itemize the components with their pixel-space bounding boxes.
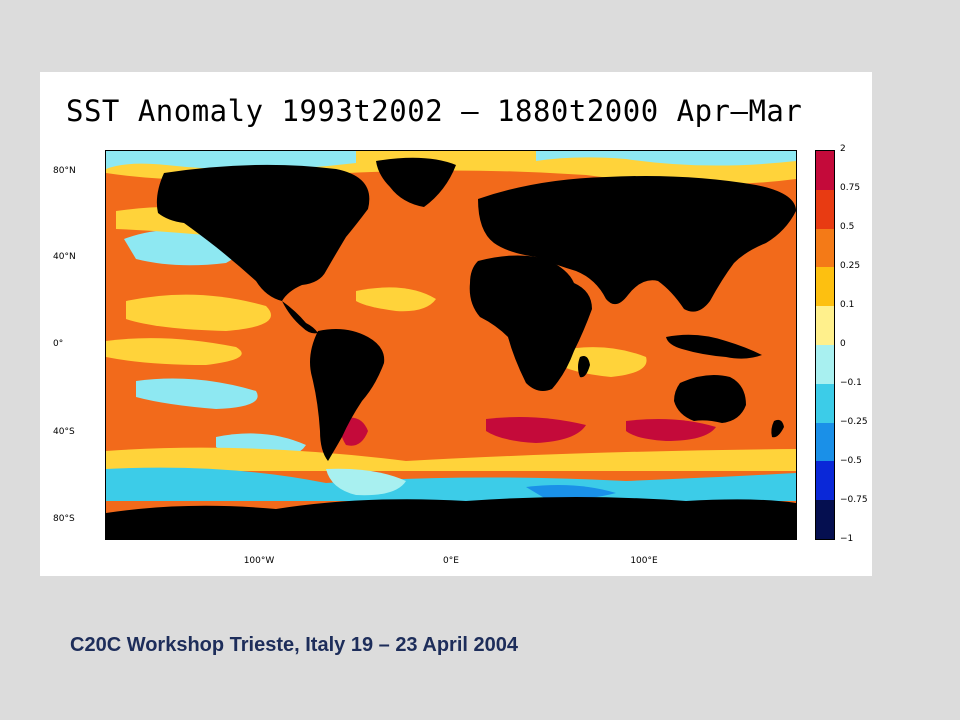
greenland-land [376,157,456,207]
colorbar-segment [816,228,834,268]
maritime-continent-land [666,334,762,359]
eurasia-land [478,176,796,312]
southern-ocean-pale [326,468,406,496]
south-america-land [310,329,385,461]
lon-label-100w: 100°W [243,556,275,566]
colorbar-segment [816,422,834,462]
japan-land [722,245,736,269]
lon-label-0e: 0°E [443,556,459,566]
lat-label-40s: 40°S [53,427,75,437]
colorbar-segment [816,383,834,423]
lat-label-0: 0° [53,339,64,349]
south-atlantic-hot [486,417,586,443]
colorbar-segment [816,500,834,539]
australia-land [674,375,746,423]
colorbar-level-label: 0.1 [840,300,855,310]
colorbar-segment [816,306,834,345]
lon-label-100e: 100°E [630,556,658,566]
lat-label-80s: 80°S [53,514,75,524]
map-figure: SST Anomaly 1993t2002 – 1880t2000 Apr–Ma… [40,72,872,576]
colorbar-level-label: −0.75 [840,495,868,505]
colorbar-segment [816,189,834,229]
colorbar-level-label: 0.75 [840,183,861,193]
colorbar-segment [816,267,834,307]
southern-ocean-yellow [106,447,796,471]
lat-label-80n: 80°N [53,166,76,176]
atlantic-yellow [356,287,436,312]
colorbar-level-label: −0.25 [840,417,868,427]
central-america-land [282,301,318,334]
colorbar-level-label: −0.5 [840,456,862,466]
south-pacific-cold [136,378,258,409]
arctic-cold-patch [106,151,356,170]
colorbar-segment [816,461,834,501]
arctic-cold-patch-east [536,151,796,166]
footer-caption: C20C Workshop Trieste, Italy 19 – 23 Apr… [70,634,518,656]
antarctica-land [106,497,796,539]
southern-ocean-cold [106,467,796,501]
colorbar-level-label: 0.25 [840,261,861,271]
east-pacific-yellow [126,294,271,331]
africa-land [469,255,592,391]
colorbar-level-label: 0.5 [840,222,855,232]
north-america-land [156,164,370,301]
colorbar-level-label: −0.1 [840,378,862,388]
tropical-pacific-yellow [106,338,242,365]
map-title: SST Anomaly 1993t2002 – 1880t2000 Apr–Ma… [66,94,803,128]
madagascar-land [578,356,590,378]
colorbar-level-label: −1 [840,534,854,544]
southern-ocean-blue [526,485,616,500]
sst-anomaly-map [105,150,797,540]
colorbar [815,150,835,540]
colorbar-segment [816,151,834,190]
colorbar-level-label: 0 [840,339,846,349]
south-indian-hot [626,419,716,441]
world-map-svg [106,151,796,539]
new-zealand-land [771,419,784,438]
colorbar-level-label: 2 [840,144,846,154]
colorbar-segment [816,344,834,384]
lat-label-40n: 40°N [53,252,76,262]
